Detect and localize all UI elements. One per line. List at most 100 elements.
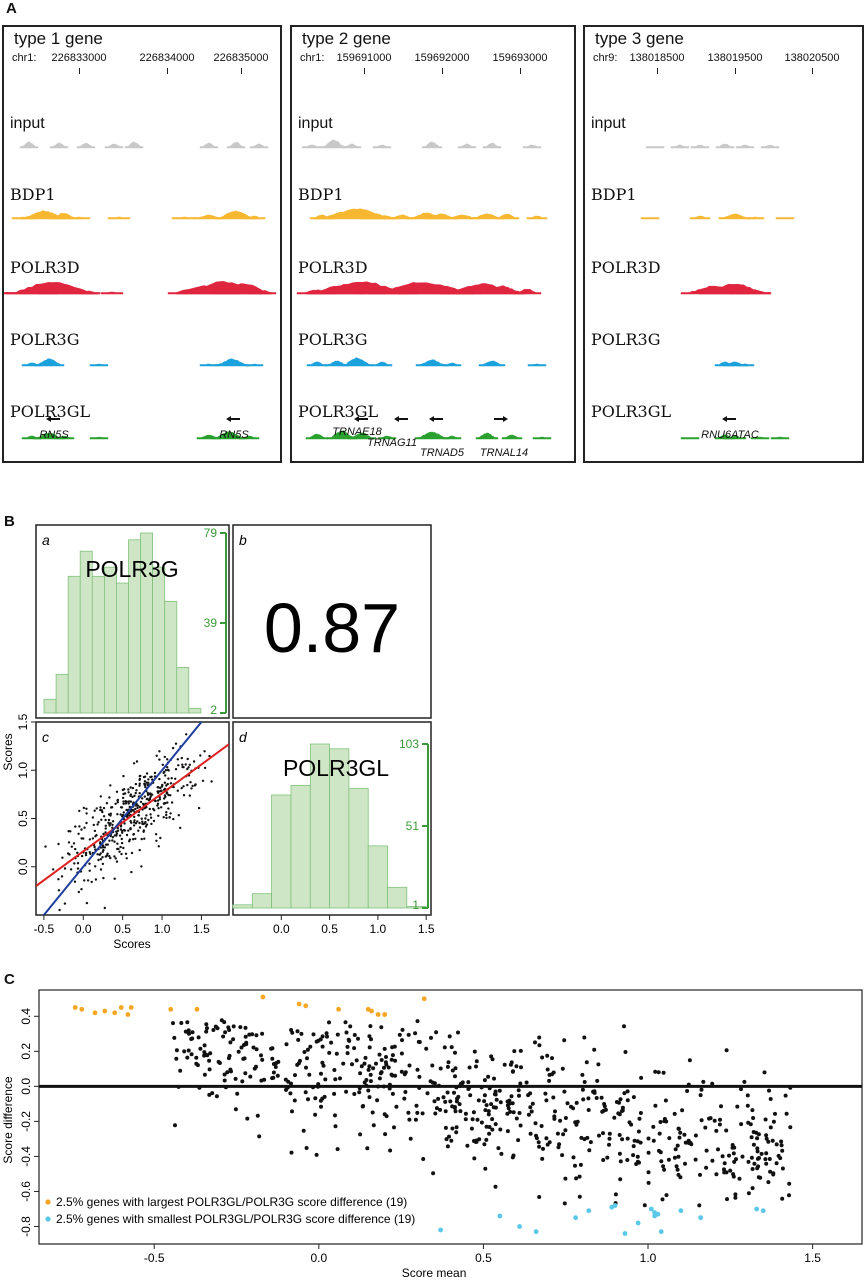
scatter-point [764,1136,769,1141]
scatter-point [210,780,213,783]
scatter-point [133,815,136,819]
scatter-point [384,1114,389,1119]
scatter-point [667,1136,672,1141]
signal-peak [475,432,499,440]
scatter-point [450,1126,455,1131]
coordinate-tick [657,68,658,74]
scatter-point [510,1155,515,1160]
scatter-point [211,1028,216,1032]
scatter-point [367,1045,372,1050]
scatter-point [625,1089,630,1094]
scatter-point [563,1116,568,1120]
x-axis-title: Scores [113,937,150,951]
scatter-point [289,1150,294,1155]
scatter-point [131,786,135,790]
scatter-point [134,782,138,786]
scatter-point [111,836,115,839]
gene-box-title: type 3 gene [595,29,684,48]
x-tick-label: 0.5 [114,922,131,936]
scatter-point [176,758,179,761]
scatter-point [95,834,98,837]
scatter-point [657,1131,662,1136]
scatter-point [124,852,128,855]
scatter-point [581,1097,586,1102]
scatter-point [514,1064,519,1069]
scatter-point [771,1119,776,1124]
scatter-point [434,1030,439,1035]
scatter-point [159,786,162,790]
scatter-point [338,1076,342,1081]
scatter-point [762,1070,767,1075]
scatter-point [505,1103,510,1108]
scatter-point [594,1096,599,1100]
legend-marker-blue [45,1216,51,1222]
scatter-point [562,1038,567,1043]
scatter-point [448,1099,453,1104]
gene-name-label: TRNAE18 [332,426,382,438]
histogram-bar [348,788,369,909]
count-axis-label: 39 [204,616,218,630]
top-gene-point [112,1010,118,1016]
scatter-point [788,1085,793,1090]
scatter-point [223,1085,228,1090]
scatter-point [646,1180,651,1185]
scatter-point [156,799,160,802]
scatter-point [486,1074,491,1079]
scatter-point [402,1096,407,1101]
scatter-point [143,783,146,786]
scatter-point [557,1142,562,1147]
scatter-point [476,1098,481,1103]
scatter-point [625,1098,630,1103]
scatter-point [254,1033,259,1038]
scatter-point [138,821,141,825]
scatter-point [582,1080,587,1084]
scatter-point [123,788,126,791]
scatter-point [73,862,76,865]
scatter-point [722,1170,727,1175]
scatter-point [774,1142,779,1147]
scatter-point [134,837,137,840]
scatter-point [144,785,147,789]
scatter-point [243,1025,248,1030]
scatter-point [116,847,119,851]
x-tick-label: 1.0 [640,1251,657,1265]
scatter-point [417,1085,422,1090]
scatter-point [565,1101,570,1106]
scatter-point [167,777,170,780]
y-axis-title: Score difference [1,1076,15,1163]
scatter-point [407,1063,412,1068]
scatter-point [379,1058,384,1062]
scatter-point [417,1074,422,1079]
histogram-bar [387,886,408,909]
scatter-point [157,814,160,817]
scatter-point [167,807,170,810]
scatter-point [121,796,125,800]
scatter-point [140,837,143,841]
scatter-point [592,1047,597,1052]
signal-peak [305,433,329,440]
scatter-point [759,1151,764,1156]
scatter-point [148,797,152,800]
scatter-point [120,841,124,845]
scatter-point [142,829,145,832]
histogram-label-polr3g: POLR3G [85,556,178,582]
scatter-point [127,788,130,791]
scatter-point [739,1087,743,1092]
scatter-point [514,1116,519,1121]
scatter-point [770,1138,775,1143]
gene-name-label: RNU6ATAC [701,429,759,441]
scatter-point [392,1044,397,1049]
scatter-point [454,1085,459,1090]
signal-peak [770,436,790,440]
scatter-point [127,829,130,832]
scatter-point [545,1053,550,1058]
gene-direction-arrow-icon [394,416,408,422]
track-signal-input [301,139,542,149]
scatter-point [746,1159,751,1164]
scatter-point [102,806,106,810]
scatter-point [101,846,105,849]
scatter-point [745,1093,750,1098]
scatter-point [493,1184,498,1189]
scatter-point [271,1070,276,1075]
scatter-point [420,1111,425,1116]
